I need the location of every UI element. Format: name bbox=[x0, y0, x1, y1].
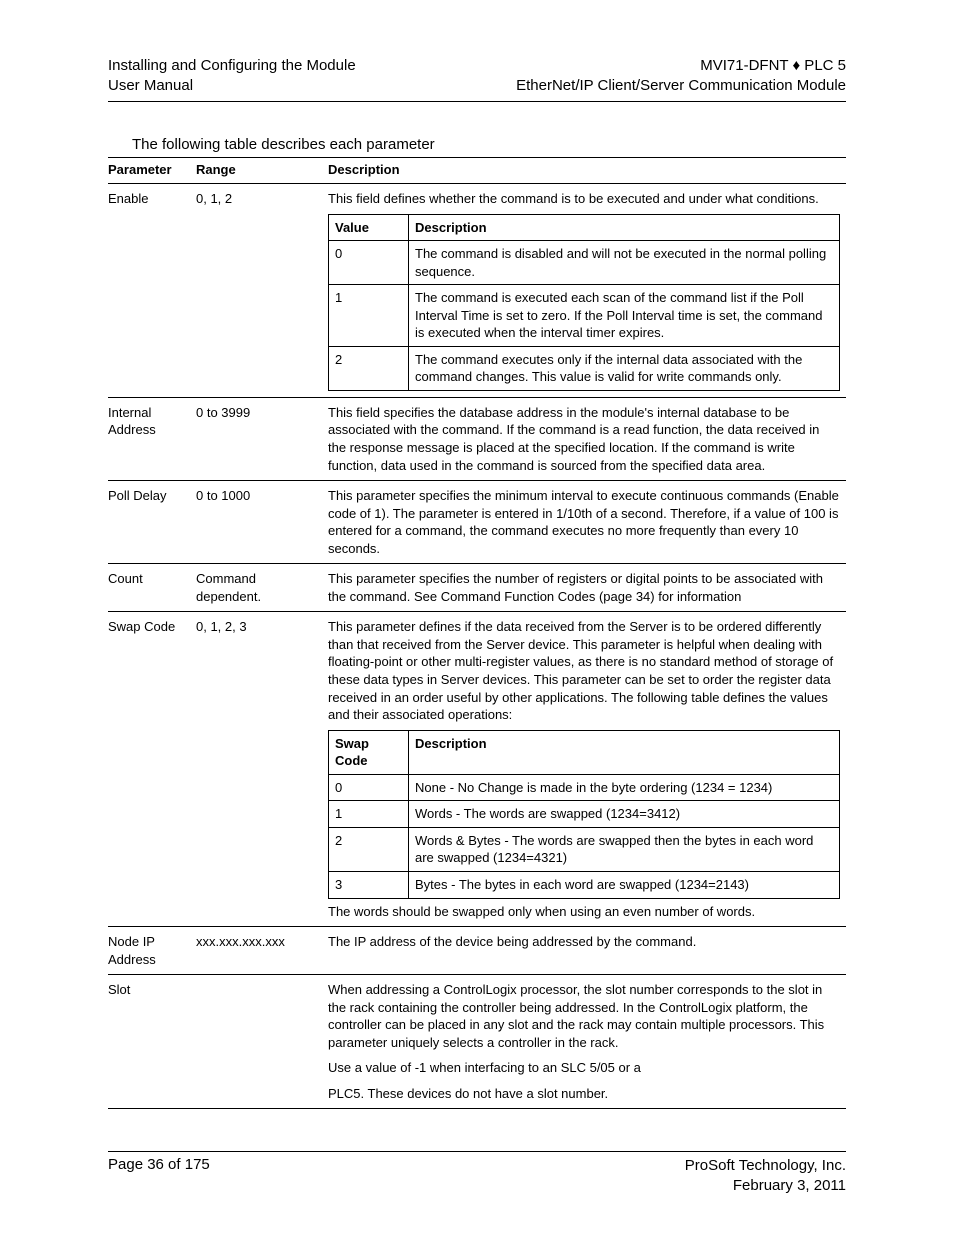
cell-range: 0, 1, 2, 3 bbox=[196, 612, 328, 927]
inner-cell-a: 0 bbox=[329, 241, 409, 285]
cell-range: xxx.xxx.xxx.xxx bbox=[196, 927, 328, 975]
header-right: MVI71-DFNT ♦ PLC 5 EtherNet/IP Client/Se… bbox=[516, 56, 846, 95]
cell-desc: Use a value of -1 when interfacing to an… bbox=[328, 1053, 846, 1079]
cell-param: Internal Address bbox=[108, 397, 196, 480]
inner-row: 0None - No Change is made in the byte or… bbox=[329, 774, 840, 801]
header-product: MVI71-DFNT bbox=[700, 57, 792, 74]
header-right-line1: MVI71-DFNT ♦ PLC 5 bbox=[516, 56, 846, 76]
inner-cell-b: Words - The words are swapped (1234=3412… bbox=[409, 801, 840, 828]
inner-cell-b: Bytes - The bytes in each word are swapp… bbox=[409, 871, 840, 898]
table-row: Internal Address 0 to 3999 This field sp… bbox=[108, 397, 846, 480]
swap-code-table: Swap Code Description 0None - No Change … bbox=[328, 730, 840, 899]
footer-date: February 3, 2011 bbox=[685, 1176, 846, 1196]
page: Installing and Configuring the Module Us… bbox=[0, 0, 954, 1235]
cell-desc: This field defines whether the command i… bbox=[328, 184, 846, 398]
cell-param: Count bbox=[108, 564, 196, 612]
cell-range bbox=[196, 1053, 328, 1079]
cell-range bbox=[196, 975, 328, 1054]
header-rule bbox=[108, 101, 846, 102]
inner-cell-b: The command is disabled and will not be … bbox=[409, 241, 840, 285]
footer-rule bbox=[108, 1151, 846, 1152]
header-right-line2: EtherNet/IP Client/Server Communication … bbox=[516, 76, 846, 96]
diamond-icon: ♦ bbox=[792, 57, 800, 74]
inner-cell-b: Words & Bytes - The words are swapped th… bbox=[409, 827, 840, 871]
table-row: Slot When addressing a ControlLogix proc… bbox=[108, 975, 846, 1054]
inner-cell-a: 1 bbox=[329, 285, 409, 347]
table-row: Enable 0, 1, 2 This field defines whethe… bbox=[108, 184, 846, 398]
inner-th-a: Value bbox=[329, 214, 409, 241]
cell-param: Slot bbox=[108, 975, 196, 1054]
cell-desc: The IP address of the device being addre… bbox=[328, 927, 846, 975]
inner-cell-a: 3 bbox=[329, 871, 409, 898]
cell-desc: This parameter specifies the number of r… bbox=[328, 564, 846, 612]
inner-cell-a: 2 bbox=[329, 346, 409, 390]
inner-th-a: Swap Code bbox=[329, 730, 409, 774]
enable-values-table: Value Description 0The command is disabl… bbox=[328, 214, 840, 391]
table-header-row: Parameter Range Description bbox=[108, 158, 846, 184]
inner-cell-a: 0 bbox=[329, 774, 409, 801]
table-row: Use a value of -1 when interfacing to an… bbox=[108, 1053, 846, 1079]
inner-row: 0The command is disabled and will not be… bbox=[329, 241, 840, 285]
inner-header-row: Swap Code Description bbox=[329, 730, 840, 774]
cell-desc: This parameter defines if the data recei… bbox=[328, 612, 846, 927]
inner-cell-a: 2 bbox=[329, 827, 409, 871]
desc-text: This field defines whether the command i… bbox=[328, 190, 840, 208]
inner-row: 2Words & Bytes - The words are swapped t… bbox=[329, 827, 840, 871]
table-row: Swap Code 0, 1, 2, 3 This parameter defi… bbox=[108, 612, 846, 927]
page-header: Installing and Configuring the Module Us… bbox=[108, 56, 846, 95]
inner-cell-b: The command executes only if the interna… bbox=[409, 346, 840, 390]
table-row: Count Command dependent. This parameter … bbox=[108, 564, 846, 612]
cell-param bbox=[108, 1053, 196, 1079]
inner-cell-b: None - No Change is made in the byte ord… bbox=[409, 774, 840, 801]
desc-text: This parameter defines if the data recei… bbox=[328, 618, 840, 723]
cell-param bbox=[108, 1079, 196, 1109]
header-plc: PLC 5 bbox=[800, 57, 846, 74]
cell-param: Swap Code bbox=[108, 612, 196, 927]
table-row: Node IP Address xxx.xxx.xxx.xxx The IP a… bbox=[108, 927, 846, 975]
table-intro: The following table describes each param… bbox=[132, 136, 846, 153]
cell-param: Node IP Address bbox=[108, 927, 196, 975]
page-footer: Page 36 of 175 ProSoft Technology, Inc. … bbox=[108, 1151, 846, 1195]
inner-cell-a: 1 bbox=[329, 801, 409, 828]
cell-range: 0, 1, 2 bbox=[196, 184, 328, 398]
footer-company: ProSoft Technology, Inc. bbox=[685, 1156, 846, 1176]
cell-param: Enable bbox=[108, 184, 196, 398]
header-left: Installing and Configuring the Module Us… bbox=[108, 56, 356, 95]
inner-header-row: Value Description bbox=[329, 214, 840, 241]
th-range: Range bbox=[196, 158, 328, 184]
inner-th-b: Description bbox=[409, 214, 840, 241]
inner-cell-b: The command is executed each scan of the… bbox=[409, 285, 840, 347]
swap-post-note: The words should be swapped only when us… bbox=[328, 903, 840, 921]
th-parameter: Parameter bbox=[108, 158, 196, 184]
cell-param: Poll Delay bbox=[108, 481, 196, 564]
cell-desc: When addressing a ControlLogix processor… bbox=[328, 975, 846, 1054]
inner-th-b: Description bbox=[409, 730, 840, 774]
cell-range: 0 to 3999 bbox=[196, 397, 328, 480]
footer-right: ProSoft Technology, Inc. February 3, 201… bbox=[685, 1156, 846, 1195]
header-left-line2: User Manual bbox=[108, 76, 356, 96]
cell-range: 0 to 1000 bbox=[196, 481, 328, 564]
table-row: PLC5. These devices do not have a slot n… bbox=[108, 1079, 846, 1109]
cell-desc: This field specifies the database addres… bbox=[328, 397, 846, 480]
header-left-line1: Installing and Configuring the Module bbox=[108, 56, 356, 76]
cell-desc: This parameter specifies the minimum int… bbox=[328, 481, 846, 564]
cell-range bbox=[196, 1079, 328, 1109]
inner-row: 2The command executes only if the intern… bbox=[329, 346, 840, 390]
table-row: Poll Delay 0 to 1000 This parameter spec… bbox=[108, 481, 846, 564]
th-description: Description bbox=[328, 158, 846, 184]
inner-row: 3Bytes - The bytes in each word are swap… bbox=[329, 871, 840, 898]
page-number: Page 36 of 175 bbox=[108, 1156, 210, 1195]
cell-desc: PLC5. These devices do not have a slot n… bbox=[328, 1079, 846, 1109]
cell-range: Command dependent. bbox=[196, 564, 328, 612]
inner-row: 1The command is executed each scan of th… bbox=[329, 285, 840, 347]
parameters-table: Parameter Range Description Enable 0, 1,… bbox=[108, 157, 846, 1109]
inner-row: 1Words - The words are swapped (1234=341… bbox=[329, 801, 840, 828]
